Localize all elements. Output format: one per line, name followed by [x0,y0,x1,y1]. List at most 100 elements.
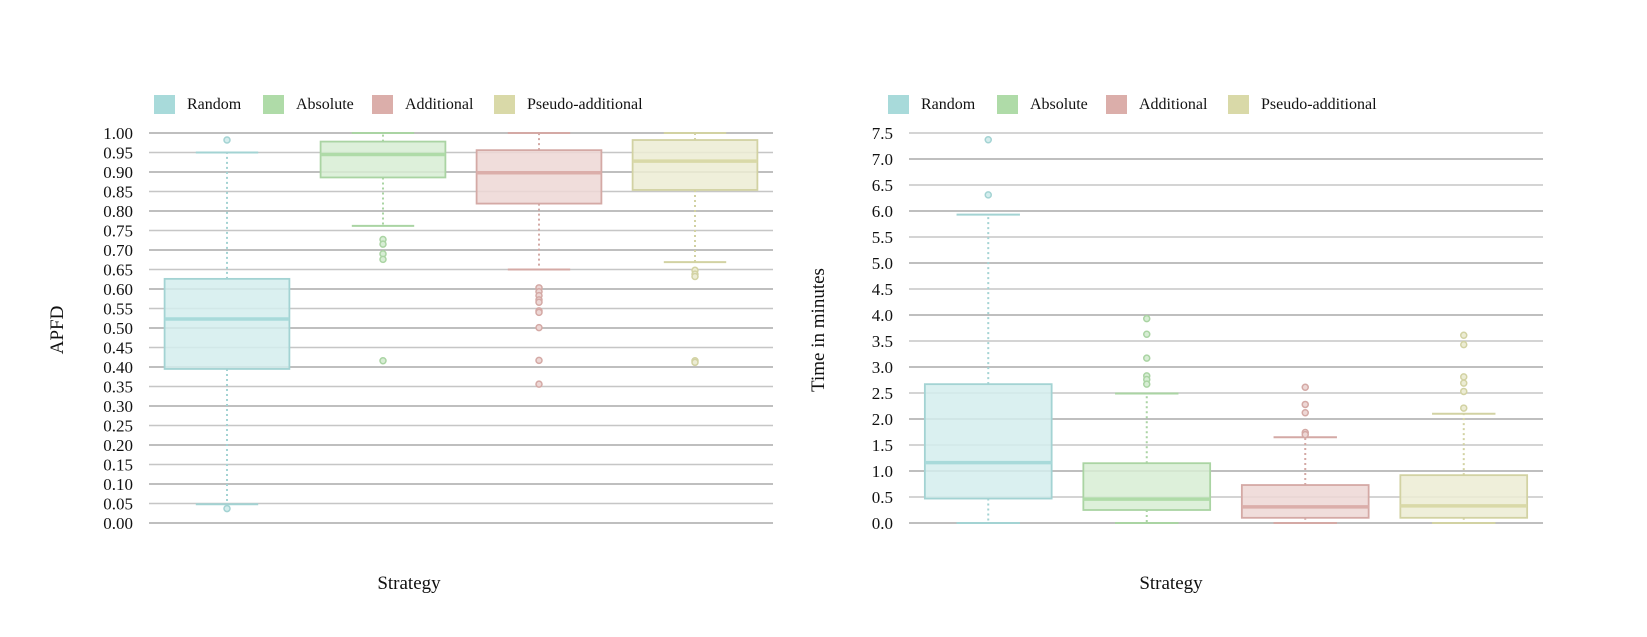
apfd-y-tick-label: 0.25 [103,417,133,436]
apfd-box-pseudo-additional [631,132,759,367]
legend-label: Absolute [296,96,354,113]
apfd-y-tick-label: 0.10 [103,475,133,494]
legend-swatch [263,95,284,114]
outlier-point [223,136,231,144]
legend-item-additional: Additional [1106,95,1208,114]
apfd-legend: Random Absolute Additional Pseudo-additiona… [154,95,643,114]
outlier-point [379,240,387,248]
apfd-y-tick-label: 0.50 [103,319,133,338]
time-y-axis-label: Time in minutes [808,268,829,392]
legend-swatch [154,95,175,114]
apfd-box-absolute [319,132,447,365]
time-y-tick-label: 7.5 [872,124,893,143]
time-y-tick-label: 0.0 [872,514,893,533]
legend-label: Additional [1139,96,1208,113]
apfd-y-tick-label: 0.80 [103,202,133,221]
legend-swatch [1228,95,1249,114]
outlier-point [1460,404,1468,412]
apfd-boxes [163,132,759,513]
box-iqr [319,140,447,179]
apfd-y-tick-label: 0.55 [103,300,133,319]
apfd-y-tick-label: 0.65 [103,261,133,280]
legend-item-pseudo-additional: Pseudo-additional [1228,95,1377,114]
time-y-tick-labels: 0.0 0.5 1.0 1.5 2.0 2.5 3.0 3.5 4.0 4.5 5.0 5.5 6.0 6… [872,124,893,533]
apfd-y-tick-label: 1.00 [103,124,133,143]
outlier-point [1143,330,1151,338]
apfd-y-tick-label: 0.30 [103,397,133,416]
outlier-point [1301,409,1309,417]
time-legend: Random Absolute Additional Pseudo-additiona… [888,95,1377,114]
legend-swatch [888,95,909,114]
legend-item-absolute: Absolute [997,95,1088,114]
outlier-point [223,504,231,513]
box-iqr [1399,474,1529,519]
apfd-y-axis-label: APFD [47,306,68,355]
outlier-point [1301,383,1309,392]
outlier-point [379,255,387,264]
apfd-x-axis-label: Strategy [377,573,441,594]
legend-label: Absolute [1030,96,1088,113]
box-iqr [163,277,291,370]
time-y-tick-label: 7.0 [872,150,893,169]
outlier-point [1143,380,1151,388]
time-box-random [923,136,1053,524]
apfd-y-tick-label: 0.45 [103,339,133,358]
time-y-tick-label: 6.5 [872,176,893,195]
time-y-tick-label: 5.5 [872,228,893,247]
time-y-tick-label: 1.5 [872,436,893,455]
outlier-point [1460,379,1468,387]
apfd-box-random [163,136,291,513]
time-y-tick-label: 2.0 [872,410,893,429]
time-y-tick-label: 1.0 [872,462,893,481]
box-iqr [631,139,759,191]
apfd-y-tick-label: 0.05 [103,495,133,514]
legend-item-pseudo-additional: Pseudo-additional [494,95,643,114]
legend-label: Pseudo-additional [1261,96,1377,113]
outlier-point [535,298,543,307]
time-box-absolute [1082,314,1212,524]
outlier-point [1301,430,1309,439]
legend-swatch [997,95,1018,114]
apfd-y-tick-label: 0.20 [103,436,133,455]
legend-item-absolute: Absolute [263,95,354,114]
apfd-boxplot: 0.000.050.100.150.200.250.300.350.400.45… [47,95,773,594]
outlier-point [535,380,543,388]
legend-label: Pseudo-additional [527,96,643,113]
legend-item-additional: Additional [372,95,474,114]
apfd-y-tick-label: 0.35 [103,378,133,397]
outlier-point [984,136,992,144]
outlier-point [379,357,387,365]
apfd-y-tick-label: 0.75 [103,222,133,241]
time-y-tick-label: 6.0 [872,202,893,221]
outlier-point [691,358,699,367]
apfd-y-tick-label: 0.15 [103,456,133,475]
apfd-y-tick-label: 0.00 [103,514,133,533]
time-x-axis-label: Strategy [1139,573,1203,594]
box-iqr [1082,462,1212,511]
time-boxes [923,136,1529,524]
outlier-point [691,272,699,281]
apfd-y-tick-label: 0.40 [103,358,133,377]
legend-item-random: Random [888,95,976,114]
apfd-y-tick-label: 0.70 [103,241,133,260]
time-y-tick-label: 4.5 [872,280,893,299]
outlier-point [984,191,992,199]
legend-item-random: Random [154,95,242,114]
time-y-tick-label: 5.0 [872,254,893,273]
legend-swatch [1106,95,1127,114]
outlier-point [1301,400,1309,409]
legend-swatch [494,95,515,114]
time-y-tick-label: 2.5 [872,384,893,403]
legend-swatch [372,95,393,114]
box-iqr [1240,484,1370,519]
time-y-tick-label: 0.5 [872,488,893,507]
outlier-point [1143,314,1151,323]
outlier-point [1460,373,1468,381]
time-y-tick-label: 3.5 [872,332,893,351]
time-boxplot: 0.0 0.5 1.0 1.5 2.0 2.5 3.0 3.5 4.0 4.5 5.0 5.5 6.0 6… [808,95,1543,594]
box-iqr [923,383,1053,500]
outlier-point [1460,340,1468,349]
outlier-point [1143,354,1151,362]
apfd-y-tick-label: 0.95 [103,144,133,163]
